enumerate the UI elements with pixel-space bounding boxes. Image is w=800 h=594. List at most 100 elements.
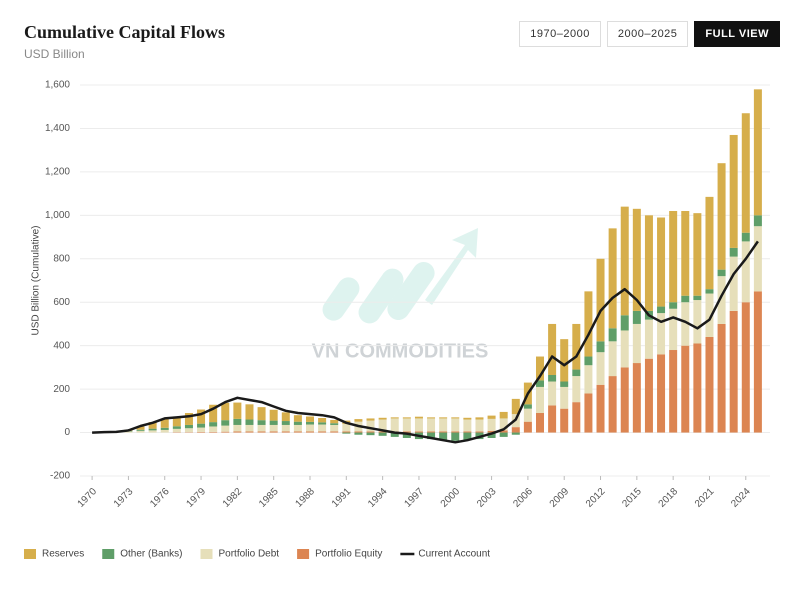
bar-segment: [281, 421, 290, 425]
bar-segment: [354, 432, 363, 435]
bar-segment: [657, 313, 666, 355]
bar-segment: [221, 420, 230, 426]
legend-swatch: [297, 549, 310, 559]
bar-segment: [233, 431, 242, 433]
bar-segment: [281, 431, 290, 433]
bar-segment: [499, 411, 508, 419]
bar-segment: [136, 429, 145, 431]
bar-segment: [257, 431, 266, 433]
bar-segment: [451, 417, 460, 419]
bar-segment: [681, 295, 690, 303]
bar-segment: [330, 423, 339, 425]
grid: [80, 84, 770, 477]
bar-segment: [536, 413, 544, 433]
x-tick-label: 2000: [439, 486, 463, 510]
x-tick-label: 1979: [185, 486, 209, 510]
x-tick-label: 1991: [330, 486, 354, 510]
bar-segment: [197, 409, 206, 424]
range-buttons: 1970–2000 2000–2025 FULL VIEW: [519, 21, 780, 47]
bar-segment: [378, 431, 387, 433]
bar-segment: [451, 432, 460, 441]
x-tick-label: 1970: [76, 486, 100, 510]
bar-segment: [184, 424, 193, 429]
bar-segment: [693, 295, 702, 301]
bar-segment: [548, 381, 557, 406]
bar-segment: [548, 405, 557, 433]
bar-segment: [306, 416, 314, 422]
bar-segment: [233, 418, 242, 425]
bar-segment: [693, 343, 702, 433]
bar-segment: [475, 417, 484, 420]
bar-segment: [233, 424, 242, 432]
x-tick-label: 1973: [112, 486, 136, 510]
x-tick-label: 1976: [148, 486, 172, 510]
bar-segment: [427, 432, 436, 440]
bar-segment: [257, 424, 266, 432]
bar-segment: [499, 418, 508, 431]
bar-segment: [644, 358, 653, 433]
bar-segment: [293, 421, 302, 425]
x-tick-label: 2015: [620, 486, 644, 510]
bar-segment: [523, 421, 532, 433]
bar-segment: [705, 196, 714, 290]
bar-segment: [124, 431, 133, 433]
bar-segment: [414, 431, 423, 433]
bar-segment: [548, 323, 557, 375]
bar-segment: [221, 431, 230, 433]
bar-segment: [197, 423, 206, 428]
bar-segment: [693, 213, 702, 296]
x-tick-label: 2003: [475, 486, 499, 510]
range-button[interactable]: FULL VIEW: [694, 21, 780, 47]
bar-segment: [257, 420, 266, 425]
bar-segment: [439, 418, 448, 432]
bar-segment: [560, 386, 569, 409]
bar-segment: [584, 365, 593, 394]
bar-segment: [620, 206, 629, 316]
bar-segment: [729, 134, 738, 248]
bar-segment: [681, 345, 690, 433]
bar-segment: [439, 417, 448, 419]
bar-segment: [657, 217, 666, 307]
bar-segment: [741, 302, 750, 433]
bar-segment: [318, 431, 327, 433]
bar-segment: [209, 431, 218, 433]
bar-segment: [318, 422, 327, 425]
bar-segment: [499, 432, 508, 437]
bar-segment: [475, 419, 484, 432]
bar-segment: [245, 419, 254, 425]
legend-swatch: [200, 549, 213, 559]
bar-segment: [148, 430, 157, 433]
bar-segment: [269, 420, 278, 425]
bar-segment: [572, 402, 581, 433]
bar-segment: [245, 431, 254, 433]
bar-segment: [511, 427, 520, 433]
bar-segment: [414, 418, 423, 432]
bar-segment: [523, 408, 532, 422]
bar-segment: [596, 341, 605, 353]
bar-segment: [681, 210, 690, 296]
bar-segment: [753, 226, 762, 292]
bar-segment: [511, 432, 520, 435]
bar-segment: [608, 376, 617, 433]
bar-segment: [427, 431, 436, 433]
bar-segment: [172, 428, 181, 433]
bar-segment: [293, 431, 302, 433]
y-tick-label: 200: [53, 384, 70, 395]
bar-segment: [366, 432, 375, 436]
bar-segment: [160, 419, 169, 428]
bar-segment: [378, 419, 387, 432]
bar-segment: [257, 407, 266, 421]
bar-segment: [463, 419, 472, 432]
bar-segment: [293, 424, 302, 432]
bar-segment: [209, 422, 218, 427]
x-tick-label: 2024: [729, 486, 753, 510]
range-button[interactable]: 2000–2025: [606, 21, 689, 47]
bar-segment: [245, 424, 254, 432]
bar-segment: [753, 291, 762, 433]
bar-segment: [620, 367, 629, 433]
bar-segment: [596, 258, 605, 342]
bar-segment: [330, 431, 339, 433]
range-button[interactable]: 1970–2000: [519, 21, 601, 47]
